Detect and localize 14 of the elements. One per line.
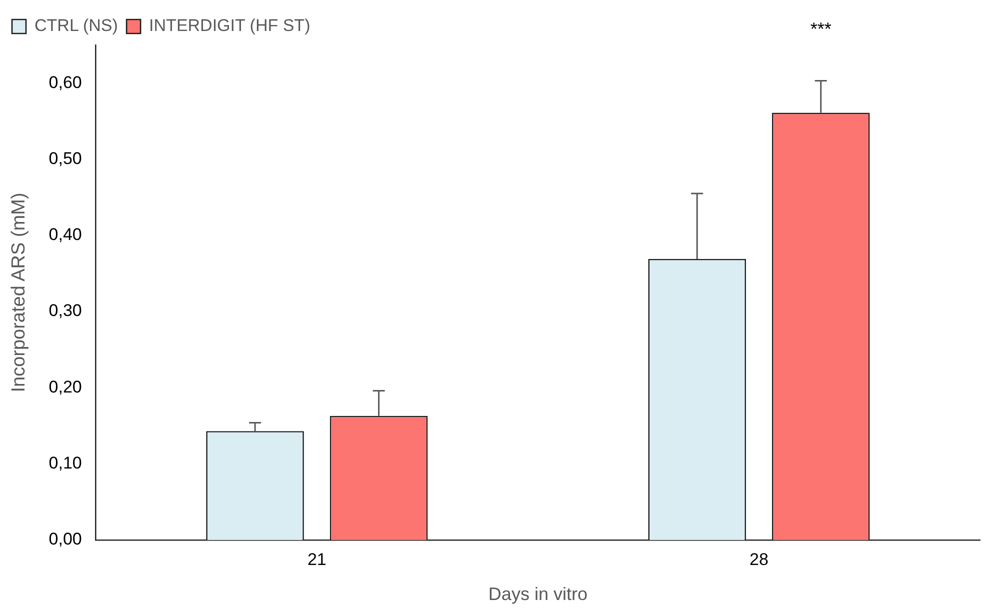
y-tick-label: 0,30 <box>48 301 82 320</box>
y-tick-label: 0,40 <box>48 225 82 244</box>
y-axis-title: Incorporated ARS (mM) <box>8 192 30 392</box>
y-tick-label: 0,00 <box>48 530 82 549</box>
legend-label: CTRL (NS) <box>34 16 118 36</box>
y-tick-label: 0,60 <box>48 72 82 92</box>
x-axis-title: Days in vitro <box>488 584 588 604</box>
y-tick-label: 0,20 <box>48 377 82 396</box>
x-tick-label: 21 <box>307 550 326 569</box>
y-tick-label: 0,10 <box>48 454 82 473</box>
x-tick-label: 28 <box>750 550 768 569</box>
legend-label: INTERDIGIT (HF ST) <box>149 16 310 36</box>
text: *** <box>810 18 832 39</box>
y-tick-label: 0,50 <box>48 148 82 168</box>
